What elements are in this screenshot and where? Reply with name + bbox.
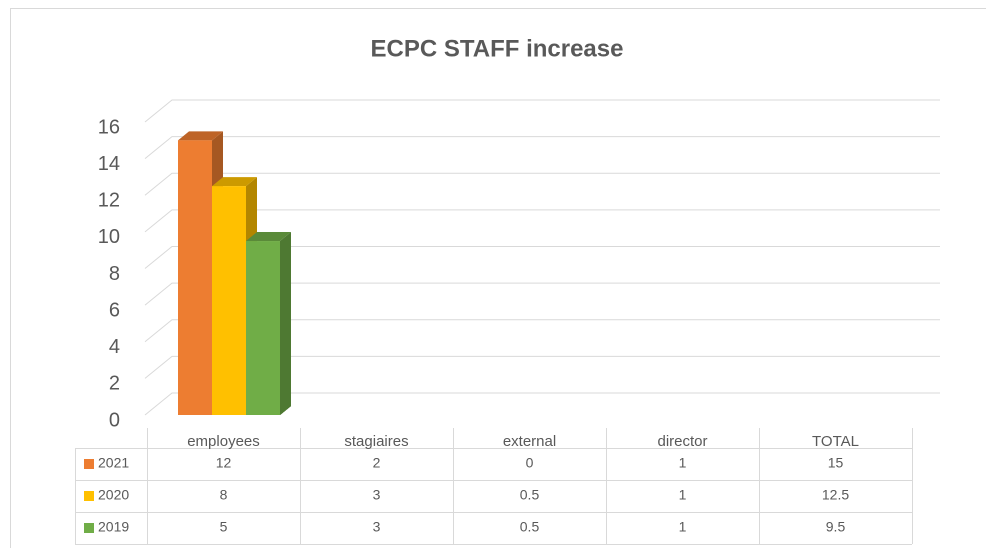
y-tick-label: 12 <box>98 190 120 212</box>
table-cell: 3 <box>373 519 381 535</box>
chart-title: ECPC STAFF increase <box>371 35 624 62</box>
grid-line <box>144 209 940 233</box>
x-tick-label: external <box>503 433 556 450</box>
grid-line <box>144 392 940 416</box>
bar <box>178 140 212 415</box>
bar-side <box>280 232 291 415</box>
table-cell: 1 <box>679 519 687 535</box>
y-tick-label: 4 <box>109 336 120 358</box>
y-tick-label: 2 <box>109 373 120 395</box>
grid-line <box>144 99 940 123</box>
y-tick-label: 6 <box>109 299 120 321</box>
legend-key <box>84 523 94 533</box>
grid-line <box>144 172 940 196</box>
y-tick-label: 8 <box>109 263 120 285</box>
legend-label: 2020 <box>98 487 129 503</box>
y-tick-label: 10 <box>98 226 120 248</box>
chart-border <box>10 8 986 548</box>
table-cell: 12.5 <box>822 487 849 503</box>
table-cell: 12 <box>216 455 232 471</box>
x-tick-label: stagiaires <box>344 433 408 450</box>
table-cell: 15 <box>828 455 844 471</box>
y-tick-label: 16 <box>98 116 120 138</box>
table-cell: 0.5 <box>520 519 540 535</box>
table-cell: 5 <box>220 519 228 535</box>
legend-key <box>84 491 94 501</box>
table-cell: 9.5 <box>826 519 846 535</box>
table-cell: 2 <box>373 455 381 471</box>
table-cell: 0 <box>526 455 534 471</box>
bar-top <box>246 232 291 242</box>
y-tick-label: 0 <box>109 409 120 431</box>
grid-line <box>144 282 940 306</box>
legend-label: 2021 <box>98 455 129 471</box>
table-cell: 3 <box>373 487 381 503</box>
legend-label: 2019 <box>98 519 129 535</box>
y-tick-label: 14 <box>98 153 120 175</box>
legend-key <box>84 459 94 469</box>
grid-line <box>144 246 940 269</box>
x-tick-label: TOTAL <box>812 433 859 450</box>
bar-top <box>178 131 223 141</box>
bar-top <box>212 177 257 187</box>
grid-line <box>144 319 940 343</box>
table-cell: 1 <box>679 487 687 503</box>
bar <box>246 241 280 415</box>
table-cell: 1 <box>679 455 687 471</box>
grid-line <box>144 355 940 379</box>
x-tick-label: employees <box>187 433 260 450</box>
table-cell: 8 <box>220 487 228 503</box>
grid-line <box>144 136 940 160</box>
bar <box>212 186 246 415</box>
table-cell: 0.5 <box>520 487 540 503</box>
x-tick-label: director <box>657 433 707 450</box>
